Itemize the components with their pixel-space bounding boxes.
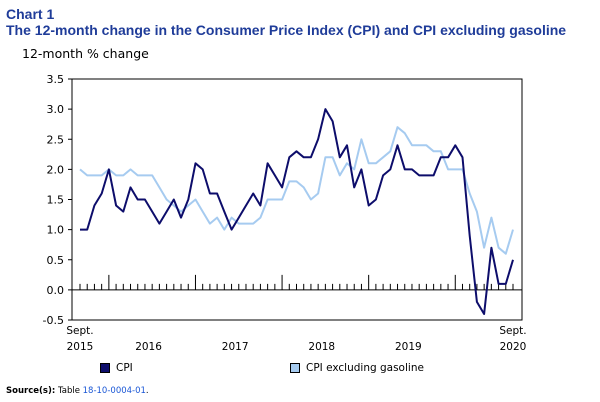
x-end-year-label: 2020: [500, 341, 527, 353]
source-end: .: [145, 386, 149, 396]
x-year-label-2019: 2019: [395, 341, 422, 353]
legend-label-cpi-ex-gas: CPI excluding gasoline: [306, 362, 424, 374]
y-tick-label: 1.5: [47, 194, 65, 207]
x-start-month-label: Sept.: [66, 325, 93, 337]
legend-swatch-cpi: [100, 363, 110, 373]
x-end-month-label: Sept.: [499, 325, 526, 337]
source-table-link[interactable]: 18-10-0004-01: [82, 386, 146, 396]
y-tick-label: 0.5: [47, 254, 65, 267]
chart-number: Chart 1: [6, 6, 55, 22]
y-axis-label: 12-month % change: [22, 46, 149, 61]
cpi-ex-gas-line: [79, 126, 514, 255]
legend-swatch-cpi-ex-gas: [290, 363, 300, 373]
legend-item-cpi-ex-gas: CPI excluding gasoline: [290, 362, 424, 374]
y-tick-label: 1.0: [47, 224, 65, 237]
x-year-label-2016: 2016: [135, 341, 162, 353]
y-tick-label: 2.5: [47, 133, 65, 146]
chart-title: The 12-month change in the Consumer Pric…: [6, 22, 567, 38]
y-tick-label: 3.0: [47, 103, 65, 116]
y-tick-label: 0.0: [47, 284, 65, 297]
cpi-line: [80, 108, 514, 315]
y-tick-label: 2.0: [47, 163, 65, 176]
source-note: Source(s): Table 18-10-0004-01.: [6, 386, 149, 396]
title-block: Chart 1 The 12-month change in the Consu…: [6, 6, 596, 38]
legend-label-cpi: CPI: [116, 362, 133, 374]
source-text: Table: [57, 386, 83, 396]
source-label: Source(s):: [6, 386, 56, 396]
x-year-label-2017: 2017: [222, 341, 249, 353]
legend-item-cpi: CPI: [100, 362, 133, 374]
x-start-year-label: 2015: [67, 341, 94, 353]
x-year-label-2018: 2018: [308, 341, 335, 353]
y-tick-label: 3.5: [47, 73, 65, 86]
y-tick-label: -0.5: [43, 314, 64, 327]
